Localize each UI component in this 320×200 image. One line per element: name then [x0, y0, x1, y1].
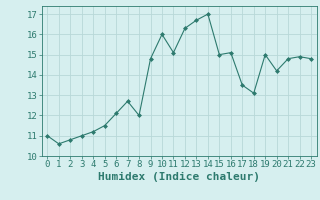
X-axis label: Humidex (Indice chaleur): Humidex (Indice chaleur) — [98, 172, 260, 182]
